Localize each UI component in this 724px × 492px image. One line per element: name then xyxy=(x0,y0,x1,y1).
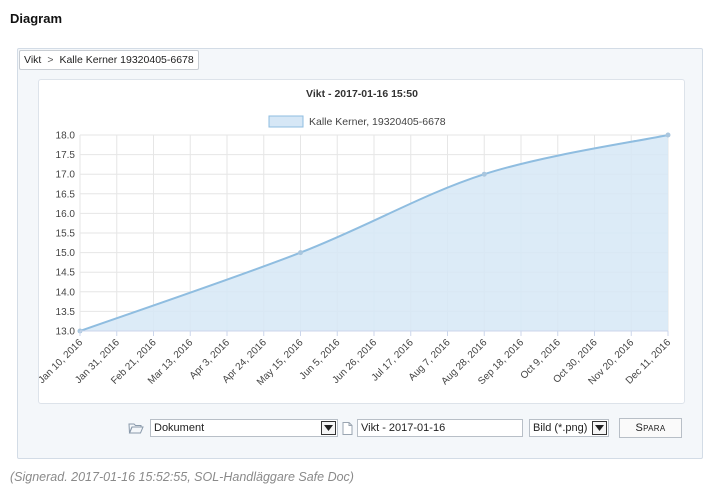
document-icon xyxy=(342,421,353,435)
data-point[interactable] xyxy=(298,250,303,256)
legend-swatch xyxy=(268,115,304,128)
folder-select[interactable]: Dokument xyxy=(150,419,338,437)
y-tick-label: 18.0 xyxy=(56,131,76,142)
legend-label: Kalle Kerner, 19320405-6678 xyxy=(309,116,446,128)
export-toolbar: Dokument Bild (*.png) Spara xyxy=(128,418,682,438)
y-tick-label: 13.5 xyxy=(56,307,76,318)
chart-container: Vikt - 2017-01-16 15:50 Kalle Kerner, 19… xyxy=(38,79,685,404)
folder-icon xyxy=(128,423,144,434)
breadcrumb-root[interactable]: Vikt xyxy=(24,54,42,66)
y-tick-label: 17.0 xyxy=(56,170,76,181)
y-tick-label: 15.5 xyxy=(56,229,76,240)
chart-legend[interactable]: Kalle Kerner, 19320405-6678 xyxy=(268,115,446,128)
format-select[interactable]: Bild (*.png) xyxy=(529,419,609,437)
format-select-value: Bild (*.png) xyxy=(533,422,588,434)
chart-title: Vikt - 2017-01-16 15:50 xyxy=(306,88,418,100)
y-tick-label: 14.0 xyxy=(56,287,76,298)
filename-input[interactable] xyxy=(357,419,523,437)
data-point[interactable] xyxy=(481,171,487,177)
y-tick-label: 16.0 xyxy=(56,209,76,220)
page-title: Diagram xyxy=(10,11,63,26)
series-line xyxy=(79,134,669,332)
series-area xyxy=(80,135,668,331)
breadcrumb-current: Kalle Kerner 19320405-6678 xyxy=(59,54,194,66)
y-tick-label: 15.0 xyxy=(56,248,76,259)
signed-note: (Signerad. 2017-01-16 15:52:55, SOL-Hand… xyxy=(10,470,354,484)
folder-select-value: Dokument xyxy=(154,422,205,434)
data-point[interactable] xyxy=(665,132,671,138)
chevron-down-icon[interactable] xyxy=(592,421,607,435)
breadcrumb: Vikt > Kalle Kerner 19320405-6678 xyxy=(19,50,199,70)
save-button[interactable]: Spara xyxy=(619,418,682,438)
diagram-panel: Vikt > Kalle Kerner 19320405-6678 Vikt -… xyxy=(17,48,703,459)
y-tick-label: 16.5 xyxy=(56,189,76,200)
y-tick-label: 13.0 xyxy=(56,327,76,338)
y-tick-label: 14.5 xyxy=(56,268,76,279)
weight-chart: Vikt - 2017-01-16 15:50 Kalle Kerner, 19… xyxy=(39,88,673,388)
breadcrumb-separator: > xyxy=(47,54,54,66)
chevron-down-icon[interactable] xyxy=(321,421,336,435)
y-tick-label: 17.5 xyxy=(56,150,76,161)
